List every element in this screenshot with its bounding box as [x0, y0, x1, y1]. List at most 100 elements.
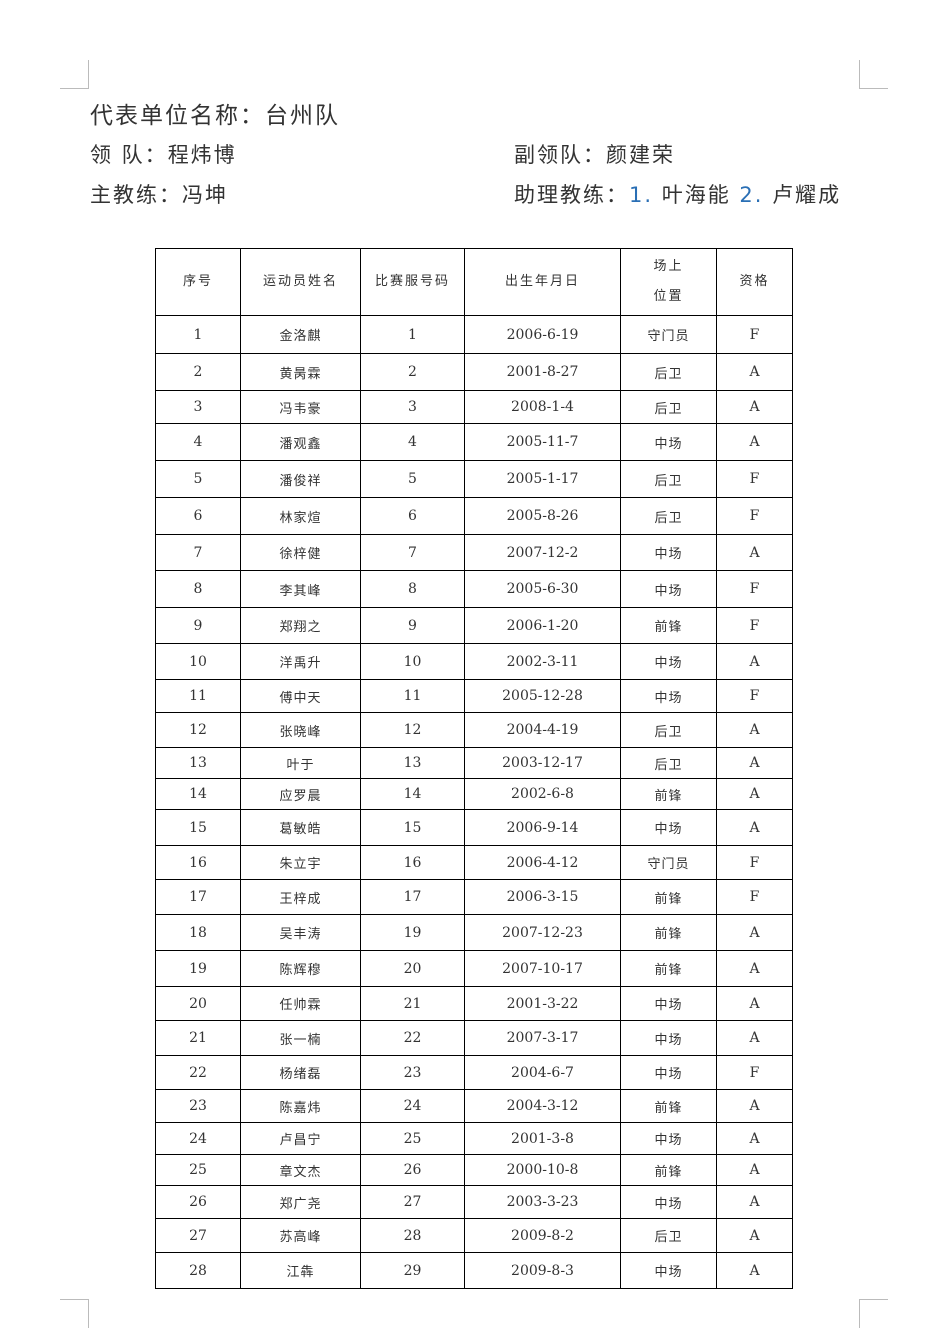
cell-eligibility: A [716, 778, 793, 810]
cell-eligibility: A [716, 747, 793, 779]
cell-index: 2 [155, 353, 241, 391]
cell-jersey: 7 [360, 534, 465, 571]
cell-jersey: 6 [360, 497, 465, 535]
cell-index: 16 [155, 845, 241, 880]
table-row: 16 朱立宇 16 2006-4-12 守门员 F [155, 845, 793, 880]
cell-jersey: 10 [360, 643, 465, 680]
cell-position: 前锋 [620, 778, 717, 810]
cell-eligibility: A [716, 390, 793, 424]
cell-jersey: 5 [360, 460, 465, 498]
cell-jersey: 16 [360, 845, 465, 880]
cell-eligibility: A [716, 1020, 793, 1056]
cell-eligibility: A [716, 712, 793, 748]
cell-position: 前锋 [620, 950, 717, 987]
cell-name: 金洛麒 [240, 315, 361, 354]
table-row: 28 江犇 29 2009-8-3 中场 A [155, 1252, 793, 1289]
table-row: 17 王梓成 17 2006-3-15 前锋 F [155, 879, 793, 915]
leader-label: 领 队： [90, 143, 168, 167]
cell-position: 前锋 [620, 1089, 717, 1123]
cell-index: 11 [155, 679, 241, 713]
table-row: 14 应罗晨 14 2002-6-8 前锋 A [155, 778, 793, 810]
cell-name: 潘俊祥 [240, 460, 361, 498]
cell-position: 守门员 [620, 315, 717, 354]
cell-birthdate: 2004-4-19 [464, 712, 621, 748]
table-row: 1 金洛麒 1 2006-6-19 守门员 F [155, 315, 793, 354]
cell-name: 任帅霖 [240, 986, 361, 1021]
cell-birthdate: 2006-3-15 [464, 879, 621, 915]
table-row: 25 章文杰 26 2000-10-8 前锋 A [155, 1154, 793, 1186]
cell-jersey: 2 [360, 353, 465, 391]
cell-birthdate: 2001-3-8 [464, 1122, 621, 1155]
cell-index: 21 [155, 1020, 241, 1056]
cell-name: 徐梓健 [240, 534, 361, 571]
cell-position: 中场 [620, 1185, 717, 1219]
assistant-line: 助理教练：1. 叶海能 2. 卢耀成 [514, 179, 841, 209]
cell-position: 中场 [620, 570, 717, 608]
assistant-2-num: 2. [739, 183, 764, 207]
cell-position: 后卫 [620, 390, 717, 424]
cell-jersey: 12 [360, 712, 465, 748]
cell-birthdate: 2007-3-17 [464, 1020, 621, 1056]
cell-eligibility: A [716, 1089, 793, 1123]
cell-jersey: 1 [360, 315, 465, 354]
cell-position: 前锋 [620, 607, 717, 644]
coach-value: 冯坤 [182, 183, 228, 207]
cell-name: 江犇 [240, 1252, 361, 1289]
deputy-line: 副领队：颜建荣 [514, 139, 675, 169]
cell-name: 朱立宇 [240, 845, 361, 880]
table-row: 7 徐梓健 7 2007-12-2 中场 A [155, 534, 793, 571]
table-row: 8 李其峰 8 2005-6-30 中场 F [155, 570, 793, 608]
table-row: 2 黄昺霖 2 2001-8-27 后卫 A [155, 353, 793, 391]
cell-jersey: 25 [360, 1122, 465, 1155]
coach-label: 主教练： [90, 183, 182, 207]
cell-birthdate: 2004-6-7 [464, 1055, 621, 1090]
cell-jersey: 14 [360, 778, 465, 810]
unit-label: 代表单位名称： [90, 103, 265, 129]
cell-name: 潘观鑫 [240, 423, 361, 461]
cell-name: 林家煊 [240, 497, 361, 535]
cell-index: 24 [155, 1122, 241, 1155]
deputy-value: 颜建荣 [606, 143, 675, 167]
table-row: 4 潘观鑫 4 2005-11-7 中场 A [155, 423, 793, 461]
roster-table: 序号 运动员姓名 比赛服号码 出生年月日 场上 位置 资格 1 金洛麒 1 2006-6… [155, 248, 793, 1289]
cell-eligibility: F [716, 679, 793, 713]
cell-name: 苏高峰 [240, 1218, 361, 1253]
cell-eligibility: A [716, 914, 793, 951]
table-row: 20 任帅霖 21 2001-3-22 中场 A [155, 986, 793, 1021]
cell-position: 中场 [620, 643, 717, 680]
cell-eligibility: A [716, 353, 793, 391]
cell-position: 后卫 [620, 460, 717, 498]
cell-birthdate: 2002-6-8 [464, 778, 621, 810]
cell-index: 23 [155, 1089, 241, 1123]
cell-jersey: 21 [360, 986, 465, 1021]
cell-position: 中场 [620, 679, 717, 713]
cell-birthdate: 2007-12-23 [464, 914, 621, 951]
cell-eligibility: F [716, 570, 793, 608]
cell-name: 郑广尧 [240, 1185, 361, 1219]
cell-eligibility: A [716, 1122, 793, 1155]
cell-jersey: 4 [360, 423, 465, 461]
cell-jersey: 13 [360, 747, 465, 779]
cell-eligibility: F [716, 315, 793, 354]
cell-eligibility: A [716, 534, 793, 571]
table-row: 6 林家煊 6 2005-8-26 后卫 F [155, 497, 793, 535]
cell-eligibility: A [716, 986, 793, 1021]
cell-jersey: 23 [360, 1055, 465, 1090]
cell-index: 26 [155, 1185, 241, 1219]
cell-eligibility: A [716, 950, 793, 987]
cell-position: 中场 [620, 1122, 717, 1155]
cell-birthdate: 2003-12-17 [464, 747, 621, 779]
cell-position: 后卫 [620, 747, 717, 779]
cell-name: 陈嘉炜 [240, 1089, 361, 1123]
cell-birthdate: 2009-8-2 [464, 1218, 621, 1253]
cell-eligibility: A [716, 1218, 793, 1253]
cell-position: 前锋 [620, 1154, 717, 1186]
cell-birthdate: 2004-3-12 [464, 1089, 621, 1123]
table-row: 3 冯韦豪 3 2008-1-4 后卫 A [155, 390, 793, 424]
table-row: 24 卢昌宁 25 2001-3-8 中场 A [155, 1122, 793, 1155]
cell-index: 7 [155, 534, 241, 571]
table-row: 23 陈嘉炜 24 2004-3-12 前锋 A [155, 1089, 793, 1123]
col-header-jersey: 比赛服号码 [360, 248, 465, 316]
col-header-birthdate: 出生年月日 [464, 248, 621, 316]
cell-birthdate: 2003-3-23 [464, 1185, 621, 1219]
